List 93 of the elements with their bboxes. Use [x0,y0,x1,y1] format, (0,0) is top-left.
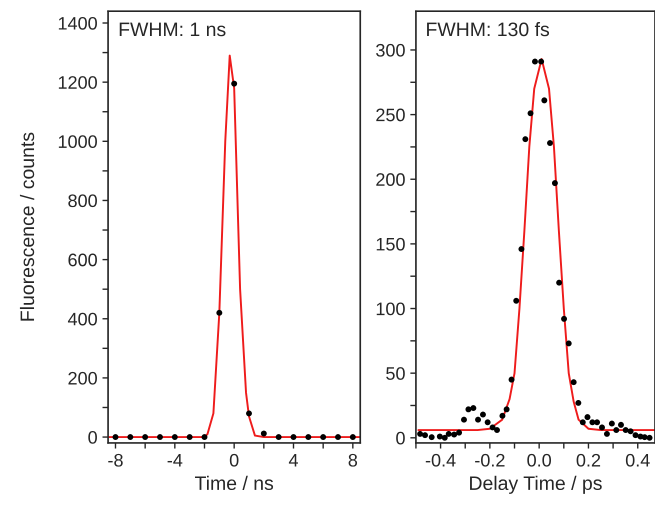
point [570,379,577,386]
point [513,298,520,304]
point [276,434,282,440]
point [646,434,653,441]
x-tick-label: -0.2 [475,454,505,467]
point [246,410,252,416]
x-tick-label: 0.2 [576,454,600,467]
annotation: FWHM: 1 ns [120,22,226,36]
point [480,412,486,418]
y-tick-label: 0 [396,432,405,445]
point [484,419,491,426]
point [436,434,443,440]
point [613,427,620,433]
y-tick-label: 600 [68,254,97,266]
point [632,432,638,438]
point [604,430,610,437]
y-tick-label: 50 [386,367,405,380]
point [608,420,615,427]
point [628,428,634,434]
point [599,424,605,430]
y-tick-label: 1000 [58,135,97,148]
point [172,434,178,440]
point [522,136,528,142]
x-tick-label: -8 [108,454,123,467]
point [442,434,448,441]
point [216,310,222,316]
point [231,80,238,87]
point [451,432,458,438]
point [575,400,582,406]
point [186,434,193,440]
point [618,422,624,428]
point [417,430,424,437]
x-tick-label: 4 [288,454,298,466]
line-series [108,54,360,438]
point [422,432,428,438]
point [202,434,208,440]
point [465,406,472,412]
point [552,180,558,186]
point [446,430,452,437]
point [490,424,496,430]
point [538,58,544,65]
x-tick-label: -4 [168,454,182,466]
point [456,430,462,436]
point [260,430,267,436]
point [566,340,572,346]
point [508,376,514,383]
point [494,427,500,433]
point [157,434,163,440]
x-axis-title: Delay Time / ps [470,476,602,494]
y-tick-label: 200 [68,372,97,385]
point [461,416,467,423]
point [470,405,476,412]
y-tick-label: 800 [68,194,97,208]
point [350,434,356,440]
point [561,316,567,322]
point [528,110,534,116]
y-axis-title: Fluorescence / counts [20,132,34,321]
x-tick-label: 0 [230,454,238,467]
point [127,434,134,440]
y-tick-label: 100 [376,302,405,316]
y-tick-label: 200 [376,173,405,186]
x-tick-label: 0.4 [626,454,650,467]
point [541,97,548,104]
point [556,280,562,286]
point [335,434,341,440]
x-tick-label: -0.4 [426,454,456,467]
y-tick-label: 1400 [58,16,97,30]
point [532,58,538,65]
y-tick-label: 300 [376,44,405,57]
point [518,246,524,252]
y-tick-label: 400 [68,312,97,326]
point [584,414,590,420]
y-tick-label: 150 [376,238,405,251]
point [142,434,148,440]
point [475,416,481,423]
point [594,419,600,426]
x-tick-label: 0.0 [527,454,552,467]
x-axis-title: Time / ns [194,476,274,490]
y-tick-label: 1200 [58,76,97,89]
point [504,406,510,412]
annotation: FWHM: 130 fs [427,22,550,36]
point [580,419,586,426]
point [547,140,553,146]
point [499,412,506,419]
point [320,434,326,440]
point [112,434,118,440]
point [622,427,629,433]
x-tick-label: 8 [348,454,358,467]
y-tick-label: 250 [376,108,405,122]
y-tick-label: 0 [88,430,97,444]
point [428,434,435,440]
point [290,434,296,440]
point [305,434,312,440]
